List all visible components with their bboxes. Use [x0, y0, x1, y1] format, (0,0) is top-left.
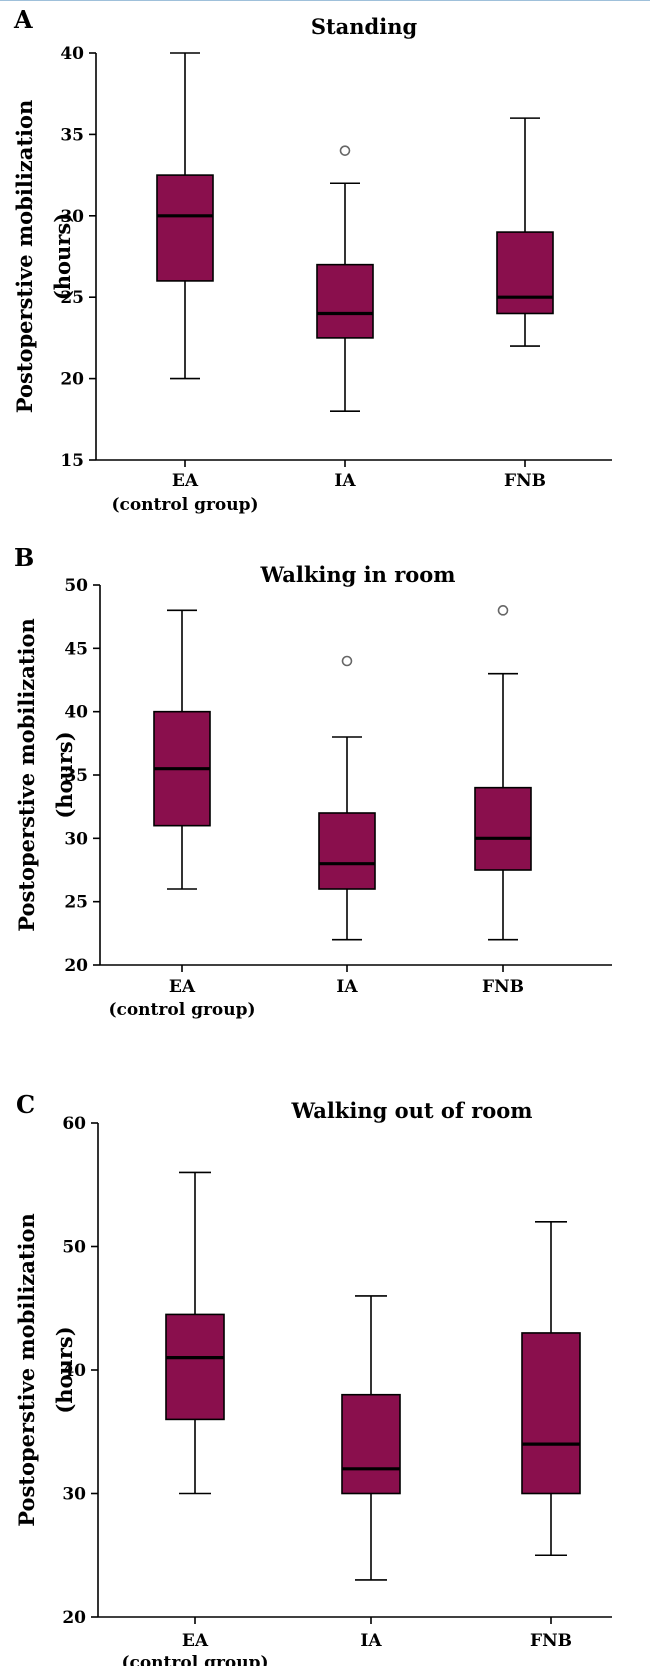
outlier-point — [339, 145, 351, 156]
iqr-box — [341, 1393, 401, 1495]
y-tick-label: 40 — [60, 44, 84, 64]
iqr-box — [496, 231, 554, 315]
category-label: EA — [182, 1631, 209, 1651]
y-axis-label: Postoperstive mobilization — [12, 100, 37, 414]
y-tick-label: 40 — [64, 703, 88, 723]
y-axis-unit-label: (hours) — [52, 731, 77, 818]
y-axis-label: Postoperstive mobilization — [14, 1213, 39, 1527]
category-label: EA — [172, 471, 199, 491]
y-axis-unit-label: (hours) — [52, 1326, 77, 1413]
y-tick-label: 40 — [62, 1361, 86, 1381]
y-axis-unit-label: (hours) — [50, 213, 75, 300]
y-tick-label: 35 — [64, 766, 88, 786]
y-tick-label: 50 — [62, 1238, 86, 1258]
y-axis-label: Postoperstive mobilization — [14, 618, 39, 932]
category-label: EA — [169, 977, 196, 997]
iqr-box — [521, 1332, 581, 1495]
iqr-box — [156, 174, 214, 282]
y-tick-label: 35 — [60, 125, 84, 145]
category-sublabel: (control group) — [111, 495, 258, 515]
category-sublabel: (control group) — [108, 1000, 255, 1020]
y-tick-label: 30 — [64, 829, 88, 849]
iqr-box — [165, 1313, 225, 1421]
category-label: FNB — [504, 471, 546, 491]
iqr-box — [316, 263, 374, 339]
y-tick-label: 25 — [64, 893, 88, 913]
category-label: FNB — [482, 977, 524, 997]
panel-label: B — [14, 543, 34, 572]
y-tick-label: 15 — [60, 451, 84, 471]
top-border — [0, 0, 650, 1]
chart-title: Walking in room — [260, 562, 456, 587]
chart-title: Standing — [311, 14, 418, 39]
y-tick-label: 20 — [64, 956, 88, 976]
category-label: IA — [334, 471, 356, 491]
iqr-box — [318, 812, 376, 890]
category-label: FNB — [530, 1631, 572, 1651]
y-tick-label: 25 — [60, 288, 84, 308]
y-tick-label: 20 — [60, 370, 84, 390]
category-sublabel: (control group) — [121, 1653, 268, 1666]
y-tick-label: 20 — [62, 1608, 86, 1628]
y-tick-label: 30 — [62, 1485, 86, 1505]
y-tick-label: 45 — [64, 639, 88, 659]
y-tick-label: 60 — [62, 1114, 86, 1134]
category-label: IA — [336, 977, 358, 997]
panel-label: C — [16, 1090, 35, 1119]
iqr-box — [474, 786, 532, 871]
panel-label: A — [13, 5, 33, 34]
category-label: IA — [360, 1631, 382, 1651]
outlier-point — [497, 605, 509, 616]
y-tick-label: 30 — [60, 207, 84, 227]
chart-title: Walking out of room — [290, 1098, 532, 1123]
outlier-point — [341, 655, 353, 667]
y-tick-label: 50 — [64, 576, 88, 596]
